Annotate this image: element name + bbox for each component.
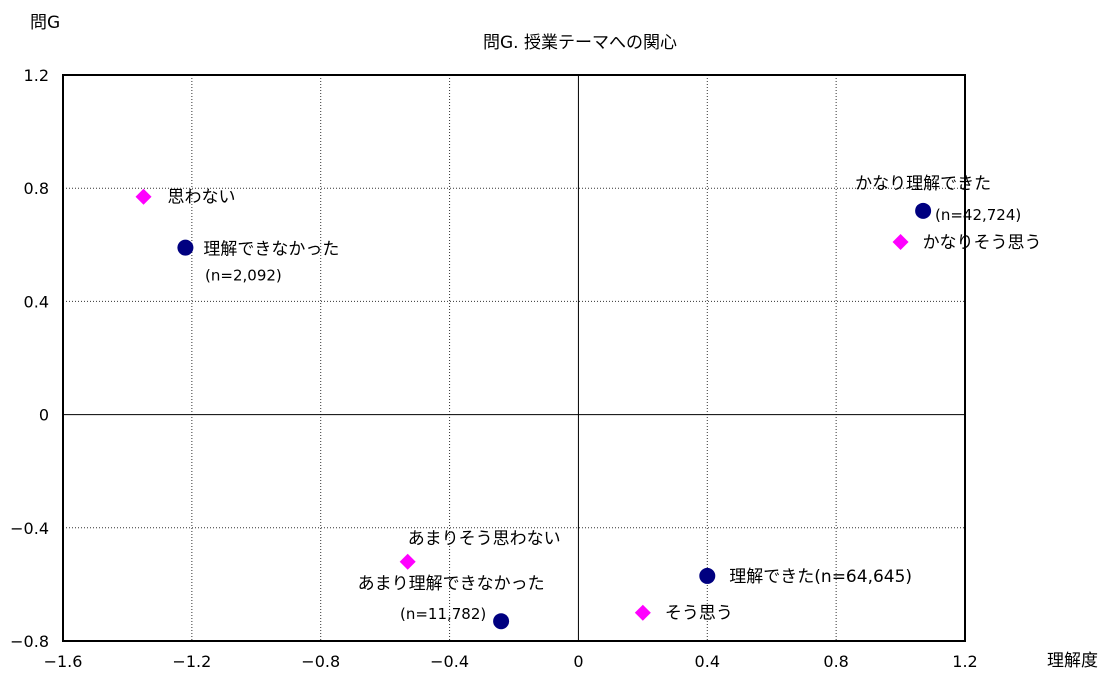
y-tick-label: 0.8	[24, 179, 49, 198]
axes	[63, 75, 965, 641]
x-tick-label: −0.8	[301, 652, 340, 671]
y-tick-label: −0.4	[10, 519, 49, 538]
x-axis-label: 理解度	[1047, 651, 1098, 671]
point-label: 理解できなかった	[203, 240, 339, 260]
x-tick-label: −1.2	[172, 652, 211, 671]
point-count-label: (n=11,782)	[400, 605, 486, 623]
point-diamond	[399, 553, 416, 570]
point-label: 思わない	[168, 188, 236, 208]
point-circle	[699, 567, 716, 584]
x-tick-label: 0.8	[823, 652, 848, 671]
corner-label: 問G	[30, 13, 60, 33]
data-labels: かなり理解できた (n=42,724) 理解できた(n=64,645) あまり理解でき…	[168, 174, 1042, 624]
point-label: かなり理解できた	[855, 174, 991, 194]
x-tick-label: 0	[573, 652, 583, 671]
chart-title: 問G. 授業テーマへの関心	[483, 33, 677, 53]
point-label: かなりそう思う	[923, 233, 1042, 253]
tick-labels: −1.6 −1.2 −0.8 −0.4 0 0.4 0.8 1.2 −0.8 −0.4 0 0.4 0.…	[10, 66, 978, 671]
point-diamond	[892, 233, 909, 250]
point-label: あまりそう思わない	[408, 529, 561, 549]
y-tick-label: −0.8	[10, 632, 49, 651]
point-count-label: (n=42,724)	[935, 206, 1021, 224]
plot-border	[62, 74, 966, 642]
point-diamond	[135, 188, 152, 205]
y-tick-label: 1.2	[24, 66, 49, 85]
point-label: そう思う	[665, 604, 733, 624]
gridlines	[63, 75, 965, 641]
point-circle	[493, 613, 510, 630]
data-points	[135, 188, 932, 630]
point-circle	[915, 202, 932, 219]
point-diamond	[634, 604, 651, 621]
point-label: あまり理解できなかった	[358, 574, 545, 594]
x-tick-label: 0.4	[695, 652, 720, 671]
point-circle	[177, 239, 194, 256]
x-tick-label: 1.2	[952, 652, 977, 671]
y-tick-label: 0.4	[24, 292, 49, 311]
x-tick-label: −1.6	[44, 652, 83, 671]
point-label: 理解できた(n=64,645)	[729, 567, 912, 587]
x-tick-label: −0.4	[430, 652, 469, 671]
point-count-label: (n=2,092)	[205, 267, 282, 285]
y-tick-label: 0	[39, 406, 49, 425]
